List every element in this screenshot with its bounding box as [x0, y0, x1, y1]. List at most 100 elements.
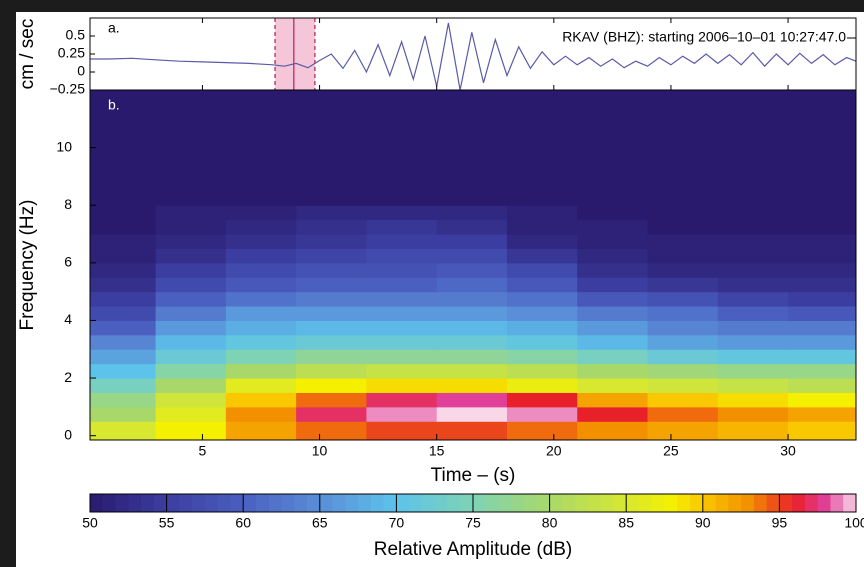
heatmap-cell — [788, 263, 856, 278]
colorbar-swatch — [728, 494, 741, 512]
heatmap-cell — [156, 364, 227, 379]
heatmap-cell — [90, 335, 156, 350]
heatmap-cell — [90, 320, 156, 335]
heatmap-cell — [156, 248, 227, 263]
colorbar-swatch — [320, 494, 333, 512]
heatmap-cell — [296, 263, 367, 278]
heatmap-cell — [648, 407, 719, 422]
colorbar-swatch — [333, 494, 346, 512]
heatmap-cell — [226, 320, 297, 335]
colorbar-tick-label: 65 — [312, 515, 328, 531]
heatmap-cell — [437, 292, 508, 307]
colorbar-swatch — [677, 494, 690, 512]
heatmap-cell — [156, 263, 227, 278]
colorbar-swatch — [345, 494, 358, 512]
heatmap-cell — [718, 378, 789, 393]
heatmap-cell — [577, 263, 648, 278]
colorbar-swatch — [128, 494, 141, 512]
y-tick-label: 6 — [64, 254, 72, 270]
heatmap-cell — [226, 335, 297, 350]
heatmap-cell — [788, 90, 856, 206]
heatmap-cell — [90, 234, 156, 249]
colorbar-swatch — [626, 494, 639, 512]
heatmap-cell — [577, 392, 648, 407]
colorbar-swatch — [818, 494, 831, 512]
heatmap-cell — [718, 205, 789, 220]
heatmap-cell — [156, 90, 227, 206]
heatmap-cell — [648, 392, 719, 407]
colorbar-swatch — [703, 494, 716, 512]
heatmap-cell — [366, 364, 437, 379]
heatmap-cell — [366, 277, 437, 292]
heatmap-cell — [507, 335, 578, 350]
colorbar-swatch — [218, 494, 231, 512]
colorbar-swatch — [116, 494, 129, 512]
colorbar-swatch — [141, 494, 154, 512]
heatmap-cell — [296, 220, 367, 235]
colorbar-swatch — [575, 494, 588, 512]
colorbar-swatch — [690, 494, 703, 512]
colorbar-swatch — [447, 494, 460, 512]
colorbar-tick-label: 55 — [159, 515, 175, 531]
colorbar-swatch — [792, 494, 805, 512]
heatmap-cell — [437, 349, 508, 364]
heatmap-cell — [226, 263, 297, 278]
colorbar-swatch — [550, 494, 563, 512]
heatmap-cell — [296, 364, 367, 379]
y-tick-label: −0.25 — [50, 81, 86, 97]
colorbar-tick-label: 80 — [542, 515, 558, 531]
heatmap-cell — [718, 277, 789, 292]
heatmap-cell — [507, 205, 578, 220]
heatmap-cell — [296, 306, 367, 321]
colorbar-swatch — [90, 494, 103, 512]
heatmap-cell — [648, 349, 719, 364]
heatmap-cell — [366, 349, 437, 364]
heatmap-cell — [366, 220, 437, 235]
heatmap-cell — [366, 378, 437, 393]
heatmap-cell — [437, 220, 508, 235]
heatmap-cell — [90, 378, 156, 393]
heatmap-cell — [507, 378, 578, 393]
heatmap-cell — [226, 392, 297, 407]
heatmap-cell — [507, 320, 578, 335]
heatmap-cell — [507, 407, 578, 422]
panel-label: b. — [108, 97, 120, 113]
heatmap-cell — [156, 421, 227, 440]
heatmap-cell — [437, 407, 508, 422]
heatmap-cell — [90, 248, 156, 263]
colorbar-swatch — [103, 494, 116, 512]
colorbar-swatch — [779, 494, 792, 512]
colorbar-tick-label: 75 — [465, 515, 481, 531]
heatmap-cell — [718, 320, 789, 335]
colorbar-swatch — [396, 494, 409, 512]
heatmap-cell — [366, 90, 437, 206]
heatmap-cell — [788, 248, 856, 263]
heatmap-cell — [718, 234, 789, 249]
heatmap-cell — [648, 277, 719, 292]
heatmap-cell — [718, 392, 789, 407]
heatmap-cell — [366, 248, 437, 263]
heatmap-cell — [156, 335, 227, 350]
heatmap-cell — [156, 320, 227, 335]
heatmap-cell — [577, 90, 648, 206]
heatmap-cell — [366, 263, 437, 278]
heatmap-cell — [90, 349, 156, 364]
heatmap-cell — [437, 263, 508, 278]
y-axis-label: Frequency (Hz) — [17, 200, 38, 331]
heatmap-cell — [156, 407, 227, 422]
colorbar-tick-label: 50 — [82, 515, 98, 531]
heatmap-cell — [718, 220, 789, 235]
heatmap-cell — [156, 378, 227, 393]
colorbar-swatch — [511, 494, 524, 512]
heatmap-cell — [156, 392, 227, 407]
colorbar-tick-label: 60 — [235, 515, 251, 531]
heatmap-cell — [226, 234, 297, 249]
heatmap-cell — [577, 234, 648, 249]
heatmap-cell — [156, 292, 227, 307]
heatmap-cell — [437, 234, 508, 249]
heatmap-cell — [507, 421, 578, 440]
panel-label: a. — [108, 20, 120, 36]
heatmap-cell — [296, 90, 367, 206]
heatmap-cell — [788, 407, 856, 422]
x-tick-label: 15 — [429, 443, 445, 459]
